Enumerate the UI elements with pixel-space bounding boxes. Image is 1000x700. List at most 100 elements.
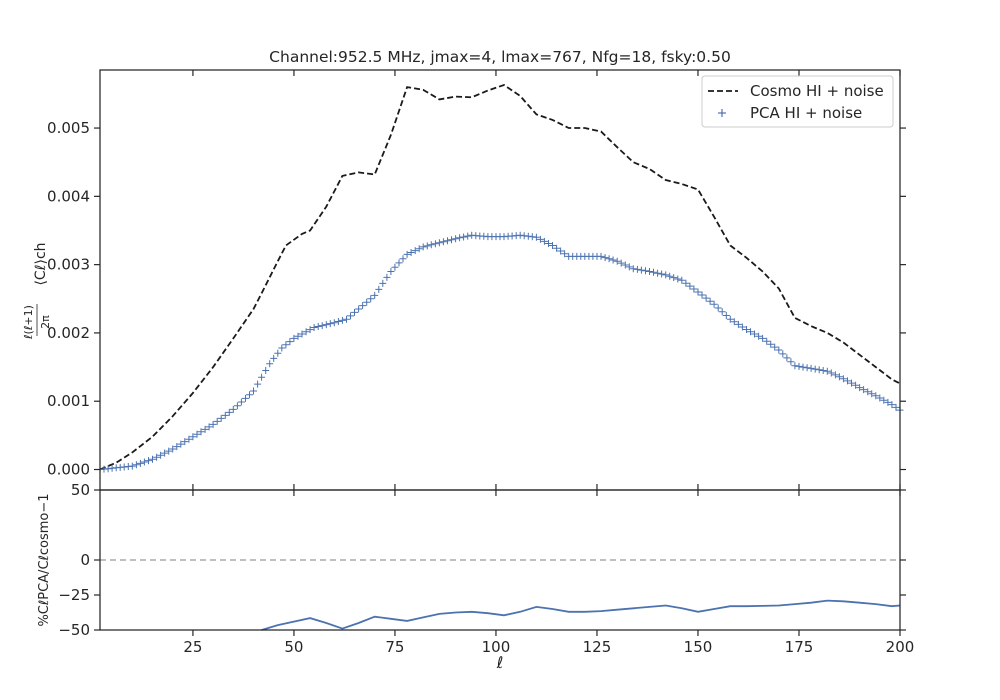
pca-point [233, 402, 241, 410]
legend-entry-pca: PCA HI + noise [750, 104, 862, 122]
pca-point [787, 358, 795, 366]
x-tick-label: 150 [684, 638, 713, 656]
top-y-tick-label: 0.003 [47, 256, 90, 274]
top-y-axis-label: ℓ(ℓ+1) 2π ⟨Cℓ⟩ch [22, 242, 52, 340]
pca-point [714, 304, 722, 312]
pca-point [193, 430, 201, 438]
pca-point [209, 420, 217, 428]
pca-point [395, 259, 403, 267]
pca-point [189, 433, 197, 441]
pca-point [549, 242, 556, 249]
pca-point [702, 294, 710, 302]
pca-point [229, 405, 237, 413]
pca-point [872, 392, 880, 400]
pca-point [755, 332, 763, 340]
ratio-line [261, 599, 901, 631]
top-y-tick-label: 0.000 [47, 461, 90, 479]
pca-point [726, 315, 734, 323]
pca-point [791, 362, 799, 370]
pca-point [282, 341, 290, 349]
pca-point [759, 334, 767, 342]
x-tick-label: 175 [785, 638, 814, 656]
pca-point [343, 315, 350, 323]
pca-point [811, 365, 819, 373]
pca-point [246, 391, 253, 399]
pca-point [658, 270, 666, 278]
pca-point [646, 268, 653, 275]
pca-point [338, 316, 346, 324]
pca-point [132, 461, 140, 469]
pca-point [730, 318, 738, 326]
pca-point [892, 403, 900, 411]
pca-point [173, 443, 181, 451]
x-tick-label: 50 [284, 638, 303, 656]
pca-point [359, 302, 367, 310]
pca-point [278, 344, 286, 352]
pca-point [831, 371, 839, 379]
pca-point [553, 244, 561, 252]
pca-point [763, 337, 771, 345]
pca-point [153, 453, 161, 461]
pca-point [250, 387, 257, 395]
pca-point [201, 425, 209, 433]
chart-title: Channel:952.5 MHz, jmax=4, lmax=767, Nfg… [269, 48, 731, 66]
pca-point [839, 375, 847, 383]
pca-point [795, 362, 803, 370]
pca-point [844, 377, 851, 385]
pca-point [605, 255, 613, 263]
pca-point [815, 366, 823, 374]
pca-point [318, 322, 326, 330]
pca-point [876, 394, 884, 402]
pca-point [274, 349, 282, 357]
pca-point [698, 291, 706, 299]
pca-point [609, 256, 617, 264]
pca-point [888, 401, 896, 409]
pca-point [686, 282, 694, 290]
x-tick-label: 75 [385, 638, 404, 656]
pca-point [767, 340, 775, 348]
pca-point [779, 350, 787, 358]
pca-point [743, 326, 750, 333]
pca-point [254, 380, 262, 388]
pca-point [751, 330, 758, 338]
pca-point [314, 323, 322, 330]
legend-plus-swatch [718, 109, 726, 117]
pca-point [185, 435, 193, 443]
pca-point [407, 249, 415, 256]
bottom-y-tick-label: −50 [58, 621, 90, 639]
series-markers-pca [96, 231, 904, 473]
pca-point [140, 458, 148, 466]
pca-point [415, 245, 423, 253]
series-line-cosmo [99, 84, 901, 471]
pca-point [633, 265, 641, 273]
top-y-tick-label: 0.002 [47, 324, 90, 342]
pca-point [423, 242, 431, 250]
pca-point [540, 237, 548, 245]
pca-point [242, 394, 249, 402]
x-tick-label: 25 [183, 638, 202, 656]
pca-point [536, 235, 544, 243]
pca-point [387, 268, 395, 275]
pca-point [613, 257, 621, 265]
pca-point [213, 417, 221, 425]
pca-point [819, 367, 827, 374]
pca-point [298, 330, 306, 338]
pca-point [237, 398, 245, 406]
pca-point [371, 291, 379, 299]
pca-point [419, 243, 427, 251]
pca-point [294, 332, 302, 340]
pca-point [375, 285, 383, 293]
pca-point [165, 447, 173, 455]
pca-point [852, 381, 860, 389]
pca-point [399, 255, 407, 263]
pca-point [710, 300, 718, 308]
pca-point [145, 457, 152, 465]
pca-point [706, 297, 714, 305]
pca-point [662, 271, 670, 279]
pca-point [310, 324, 318, 331]
pca-point [747, 328, 754, 336]
pca-point [435, 239, 443, 247]
top-y-tick-label: 0.005 [47, 119, 90, 137]
pca-point [601, 254, 609, 262]
x-tick-label: 200 [886, 638, 915, 656]
